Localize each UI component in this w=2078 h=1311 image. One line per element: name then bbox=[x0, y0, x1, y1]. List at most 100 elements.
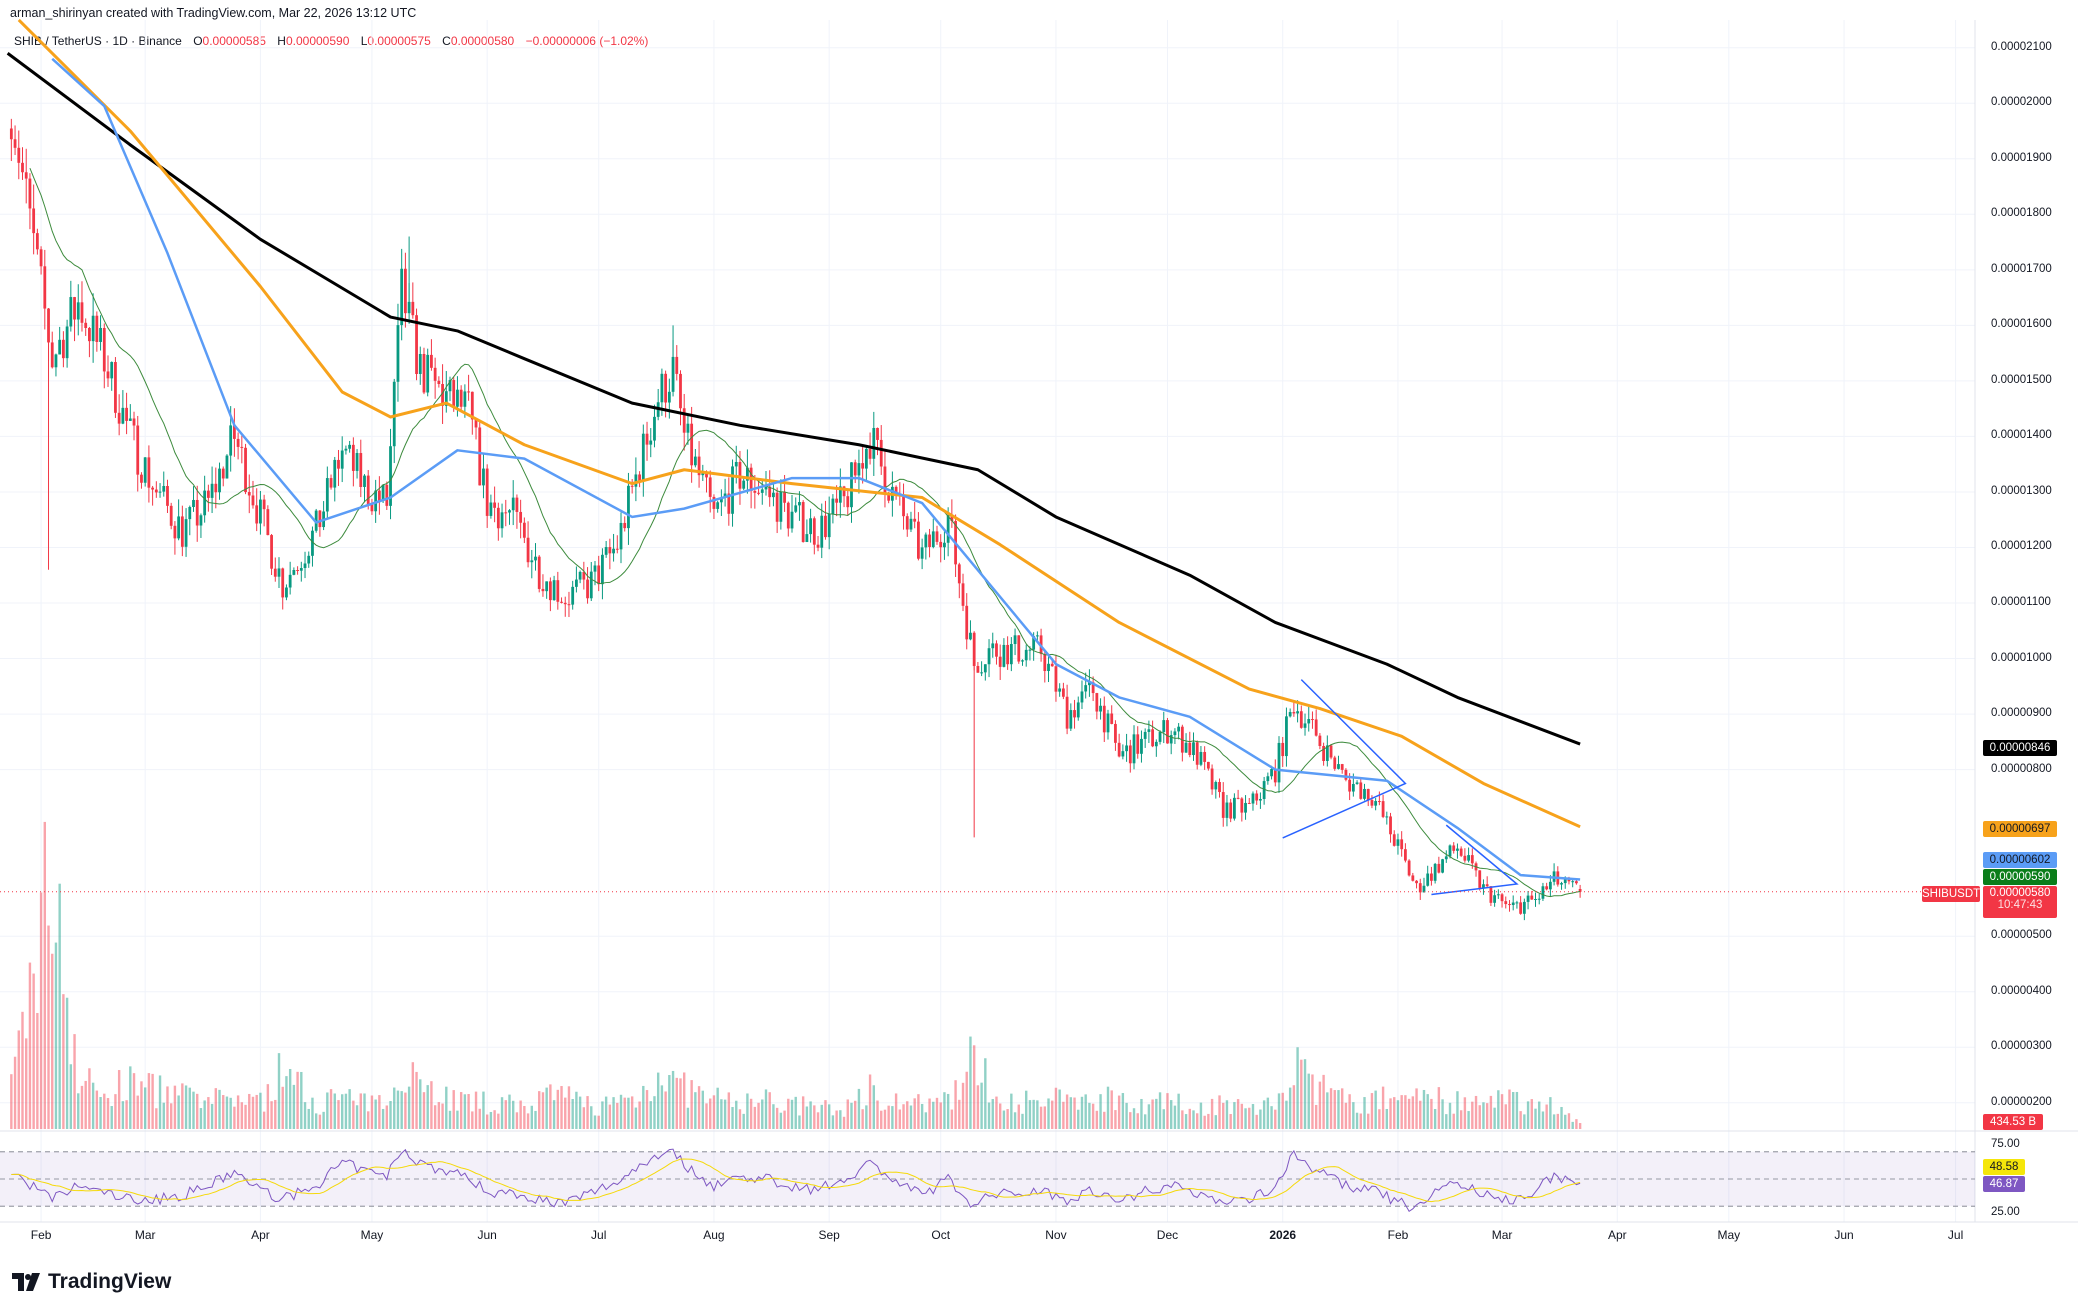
volume-bar bbox=[1560, 1106, 1563, 1129]
candle-up bbox=[303, 563, 307, 569]
candle-down bbox=[1470, 855, 1474, 864]
volume-bar bbox=[1348, 1094, 1351, 1129]
candle-up bbox=[719, 497, 723, 503]
volume-bar bbox=[1169, 1100, 1173, 1129]
candle-down bbox=[1463, 855, 1467, 861]
candle-down bbox=[1151, 729, 1155, 747]
volume-bar bbox=[314, 1113, 318, 1129]
candle-down bbox=[879, 439, 883, 467]
candle-down bbox=[1054, 666, 1058, 692]
candle-down bbox=[1370, 800, 1374, 806]
volume-bar bbox=[545, 1087, 548, 1129]
candle-down bbox=[385, 484, 389, 506]
candle-down bbox=[1110, 713, 1114, 724]
volume-bar bbox=[1147, 1104, 1151, 1129]
volume-bar bbox=[560, 1086, 563, 1129]
candle-down bbox=[1218, 782, 1221, 793]
candle-up bbox=[344, 448, 348, 451]
volume-bar bbox=[359, 1093, 362, 1129]
candle-up bbox=[91, 315, 95, 342]
rsi-axis-label: 75.00 bbox=[1991, 1138, 2020, 1150]
volume-bar bbox=[1259, 1109, 1262, 1129]
candle-up bbox=[1511, 902, 1515, 906]
candle-up bbox=[641, 433, 645, 482]
bar-countdown: 10:47:43 bbox=[1997, 899, 2043, 911]
volume-bar bbox=[809, 1101, 812, 1129]
volume-bar bbox=[1162, 1109, 1165, 1129]
volume-bar bbox=[1184, 1114, 1188, 1129]
volume-bar bbox=[920, 1103, 924, 1129]
volume-bar bbox=[1415, 1088, 1418, 1129]
candle-up bbox=[58, 339, 62, 355]
candle-up bbox=[1225, 802, 1229, 818]
candle-down bbox=[835, 498, 839, 503]
candle-down bbox=[403, 268, 407, 314]
candle-down bbox=[329, 478, 333, 488]
volume-bar bbox=[1288, 1087, 1292, 1129]
volume-bar bbox=[712, 1095, 716, 1129]
candle-up bbox=[158, 491, 162, 493]
price-tick-label: 0.00000400 bbox=[1991, 984, 2052, 997]
candle-up bbox=[831, 498, 835, 514]
volume-bar bbox=[772, 1104, 775, 1129]
candle-down bbox=[337, 459, 340, 469]
candle-down bbox=[1311, 719, 1314, 721]
volume-bar bbox=[1512, 1092, 1515, 1129]
candle-down bbox=[961, 583, 965, 606]
candle-down bbox=[1340, 764, 1344, 770]
volume-bar bbox=[1013, 1112, 1017, 1129]
candle-down bbox=[1530, 895, 1534, 900]
time-tick-label: Sep bbox=[818, 1228, 840, 1242]
volume-bar bbox=[1155, 1098, 1158, 1129]
volume-bar bbox=[1073, 1097, 1076, 1129]
candle-down bbox=[39, 249, 43, 267]
volume-bar bbox=[188, 1087, 191, 1129]
tradingview-logo[interactable]: TradingView bbox=[12, 1270, 171, 1294]
volume-bar bbox=[77, 1093, 80, 1129]
candle-down bbox=[1221, 792, 1225, 818]
volume-bar bbox=[1556, 1113, 1560, 1129]
candle-down bbox=[1430, 873, 1433, 881]
close-value: 0.00000580 bbox=[450, 34, 515, 48]
volume-bar bbox=[1091, 1103, 1095, 1129]
time-tick-label: Jul bbox=[591, 1228, 607, 1242]
volume-bar bbox=[1255, 1114, 1258, 1129]
candle-up bbox=[1154, 741, 1158, 747]
volume-bar bbox=[530, 1105, 533, 1129]
candle-up bbox=[99, 327, 102, 342]
volume-bar bbox=[1478, 1105, 1481, 1129]
volume-bar bbox=[117, 1070, 121, 1129]
time-tick-label: Feb bbox=[30, 1228, 52, 1242]
candle-up bbox=[1058, 688, 1062, 692]
candle-down bbox=[976, 665, 980, 673]
candle-down bbox=[366, 475, 370, 505]
candle-down bbox=[1322, 746, 1326, 761]
volume-bar bbox=[39, 892, 43, 1129]
volume-bar bbox=[1270, 1106, 1273, 1129]
volume-bar bbox=[348, 1089, 351, 1129]
volume-bar bbox=[1166, 1093, 1169, 1129]
candle-up bbox=[184, 519, 188, 547]
volume-bar bbox=[906, 1101, 909, 1129]
candle-down bbox=[478, 427, 482, 486]
time-tick-label: Aug bbox=[703, 1228, 725, 1242]
volume-bar bbox=[645, 1090, 649, 1129]
volume-bar bbox=[601, 1101, 604, 1129]
change-value: −0.00000006 (−1.02%) bbox=[525, 34, 649, 48]
volume-bar bbox=[1541, 1111, 1545, 1129]
candle-down bbox=[1229, 802, 1233, 819]
volume-bar bbox=[705, 1103, 708, 1129]
triangle-drawing bbox=[1282, 679, 1407, 839]
symbol-title[interactable]: SHIB / TetherUS · 1D · Binance bbox=[14, 34, 182, 48]
volume-bar bbox=[608, 1104, 612, 1129]
volume-bar bbox=[679, 1078, 682, 1129]
candle-up bbox=[1351, 783, 1355, 792]
volume-bar bbox=[1333, 1090, 1336, 1129]
volume-bar bbox=[445, 1086, 448, 1129]
volume-bar bbox=[578, 1096, 582, 1129]
rsi-band bbox=[0, 1151, 1975, 1207]
candle-up bbox=[69, 297, 73, 327]
time-tick-label: Dec bbox=[1156, 1228, 1179, 1242]
candle-down bbox=[61, 339, 65, 359]
